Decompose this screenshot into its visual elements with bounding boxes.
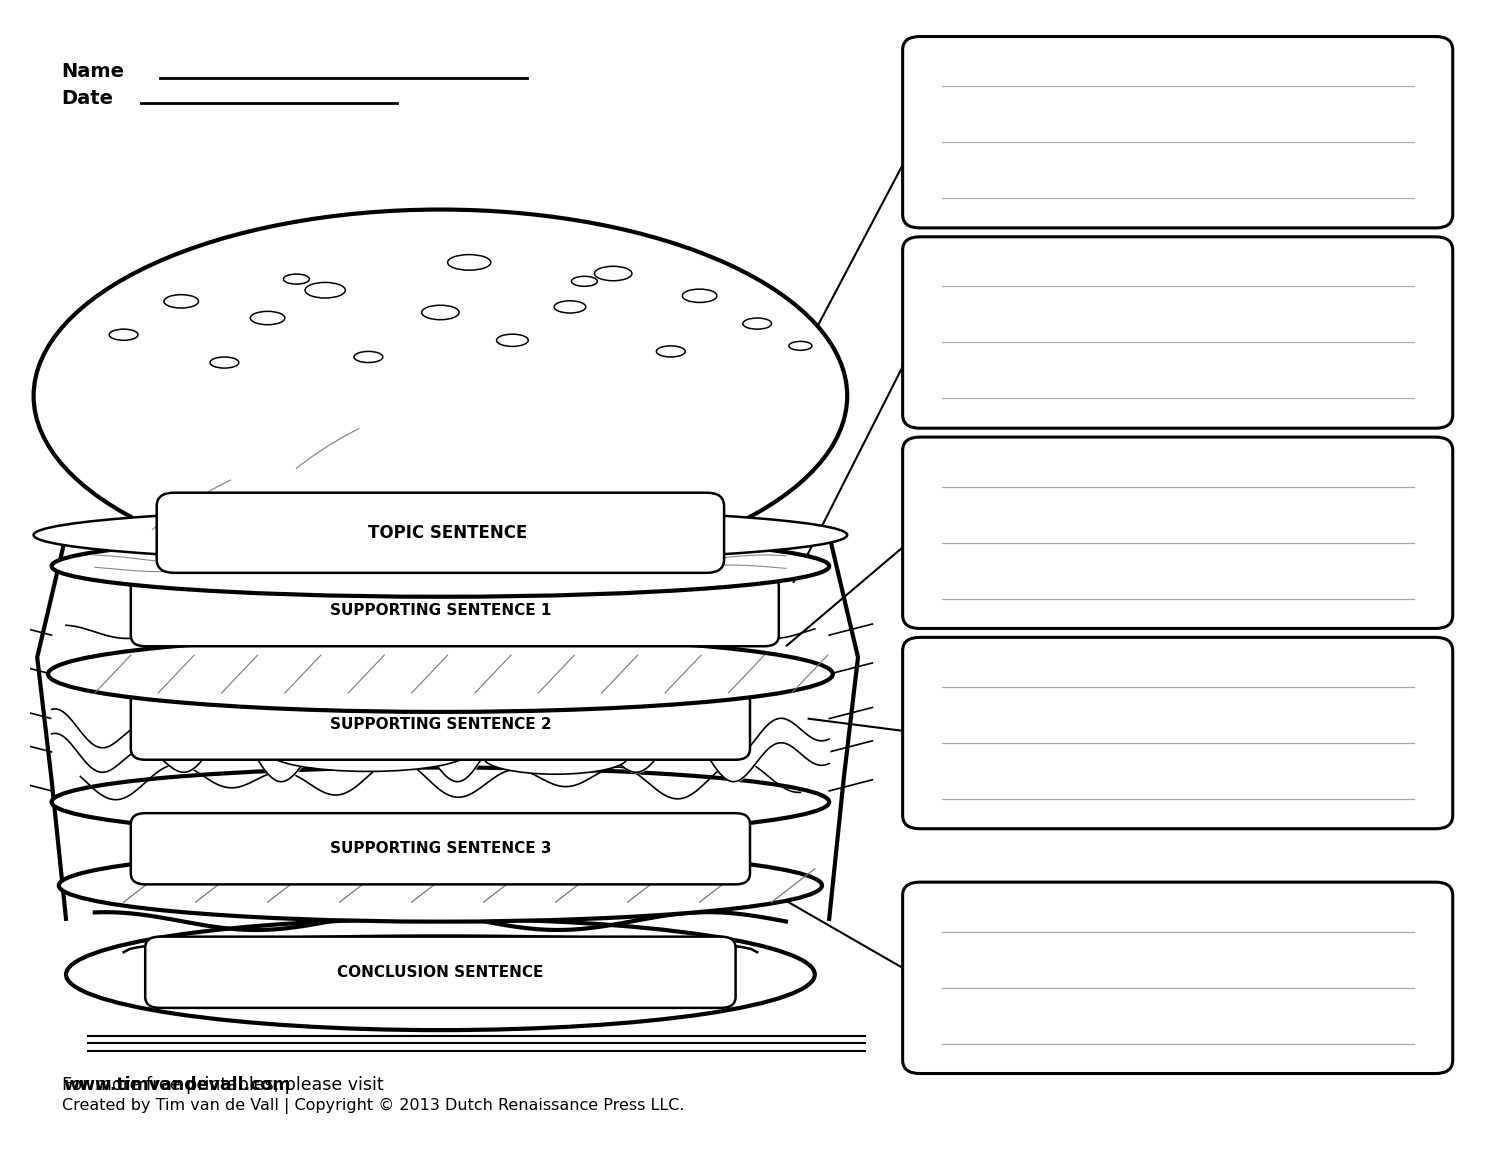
Ellipse shape bbox=[657, 345, 686, 357]
Text: www.timvandevall.com: www.timvandevall.com bbox=[63, 1076, 291, 1094]
Text: Created by Tim van de Vall | Copyright © 2013 Dutch Renaissance Press LLC.: Created by Tim van de Vall | Copyright ©… bbox=[62, 1098, 684, 1114]
Ellipse shape bbox=[110, 329, 138, 341]
Ellipse shape bbox=[422, 305, 459, 320]
Text: SUPPORTING SENTENCE 3: SUPPORTING SENTENCE 3 bbox=[330, 841, 550, 857]
Ellipse shape bbox=[789, 342, 812, 350]
Ellipse shape bbox=[51, 767, 830, 837]
Ellipse shape bbox=[354, 351, 382, 363]
FancyBboxPatch shape bbox=[903, 637, 1452, 829]
Ellipse shape bbox=[210, 357, 238, 369]
Ellipse shape bbox=[251, 312, 285, 325]
Ellipse shape bbox=[483, 741, 627, 774]
Ellipse shape bbox=[554, 301, 586, 313]
Text: CONCLUSION SENTENCE: CONCLUSION SENTENCE bbox=[338, 964, 543, 979]
FancyBboxPatch shape bbox=[146, 936, 735, 1008]
Bar bbox=[0, 0, 1500, 557]
Ellipse shape bbox=[496, 334, 528, 347]
Ellipse shape bbox=[742, 318, 771, 329]
Text: Name: Name bbox=[62, 63, 124, 81]
Ellipse shape bbox=[304, 283, 345, 298]
FancyBboxPatch shape bbox=[156, 493, 724, 573]
Text: SUPPORTING SENTENCE 1: SUPPORTING SENTENCE 1 bbox=[330, 603, 550, 618]
Ellipse shape bbox=[48, 636, 832, 712]
Ellipse shape bbox=[284, 274, 309, 284]
Ellipse shape bbox=[66, 919, 815, 1030]
FancyBboxPatch shape bbox=[903, 236, 1452, 428]
FancyBboxPatch shape bbox=[130, 814, 750, 884]
Ellipse shape bbox=[447, 255, 491, 270]
FancyBboxPatch shape bbox=[903, 37, 1452, 228]
Ellipse shape bbox=[267, 732, 470, 772]
Ellipse shape bbox=[33, 210, 847, 582]
Ellipse shape bbox=[164, 294, 198, 308]
FancyBboxPatch shape bbox=[903, 882, 1452, 1073]
Text: TOPIC SENTENCE: TOPIC SENTENCE bbox=[368, 524, 528, 541]
Text: The Hamburger Paragraph: The Hamburger Paragraph bbox=[1002, 59, 1438, 87]
FancyBboxPatch shape bbox=[903, 437, 1452, 628]
Ellipse shape bbox=[572, 276, 597, 286]
Ellipse shape bbox=[33, 509, 847, 562]
Ellipse shape bbox=[594, 267, 632, 280]
Text: Date: Date bbox=[62, 89, 114, 108]
Text: SUPPORTING SENTENCE 2: SUPPORTING SENTENCE 2 bbox=[330, 716, 550, 731]
Ellipse shape bbox=[682, 289, 717, 302]
Ellipse shape bbox=[51, 535, 830, 597]
FancyBboxPatch shape bbox=[130, 688, 750, 760]
FancyBboxPatch shape bbox=[130, 575, 779, 647]
Text: For more free printables, please visit: For more free printables, please visit bbox=[62, 1076, 388, 1094]
Ellipse shape bbox=[58, 850, 822, 921]
